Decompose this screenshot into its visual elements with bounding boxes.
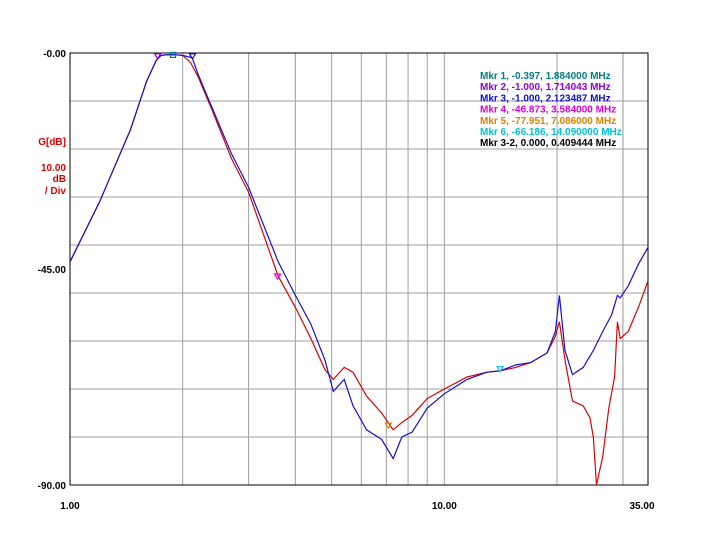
x-tick-label-10: 10.00 <box>432 501 457 512</box>
y-tick-label-bottom: -90.00 <box>38 481 67 492</box>
x-tick-label-1: 1.00 <box>60 501 80 512</box>
y-axis-label-div: / Div <box>45 186 67 197</box>
y-tick-label-mid: -45.00 <box>38 265 67 276</box>
plot-frame <box>69 52 649 486</box>
series-line-1 <box>69 54 649 486</box>
y-axis-label-unit: G[dB] <box>38 137 66 148</box>
marker-readout-5: Mkr 5, -77.951, 7.086000 MHz <box>480 116 616 127</box>
marker-2 <box>153 53 162 60</box>
marker-readout-2: Mkr 2, -1.000, 1.714043 MHz <box>480 82 611 93</box>
series-line-2 <box>69 54 649 460</box>
traces-group <box>69 54 649 486</box>
x-tick-label-35: 35.00 <box>629 501 654 512</box>
marker-4 <box>273 273 282 281</box>
marker-1 <box>169 51 177 59</box>
y-tick-label-top: -0.00 <box>43 49 66 60</box>
marker-6 <box>496 366 505 373</box>
marker-readout-delta: Mkr 3-2, 0.000, 0.409444 MHz <box>480 138 616 149</box>
marker-readout-4: Mkr 4, -46.873, 3.584000 MHz <box>480 105 616 116</box>
marker-readout-6: Mkr 6, -66.186, 14.090000 MHz <box>480 127 622 138</box>
plot-grid <box>70 53 648 485</box>
markers-group <box>153 51 505 430</box>
y-axis-label-db: dB <box>53 174 66 185</box>
marker-3 <box>188 53 197 60</box>
y-axis-label-scale: 10.00 <box>41 163 66 174</box>
marker-readout-1: Mkr 1, -0.397, 1.884000 MHz <box>480 71 611 82</box>
marker-5 <box>384 422 393 430</box>
marker-readout-3: Mkr 3, -1.000, 2.123487 MHz <box>480 93 611 104</box>
